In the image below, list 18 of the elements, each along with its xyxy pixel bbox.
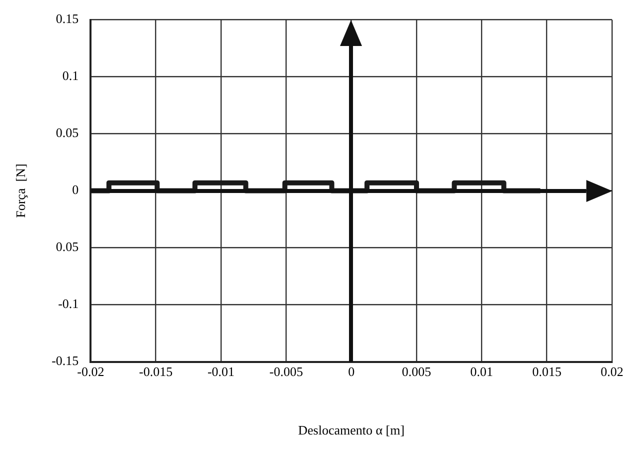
y-tick-label: -0.15 bbox=[52, 353, 79, 368]
y-tick-label: 0.15 bbox=[56, 11, 79, 26]
x-tick-label: 0.015 bbox=[532, 364, 562, 380]
x-tick-label: 0 bbox=[348, 364, 355, 380]
x-tick-label: 0.005 bbox=[402, 364, 432, 380]
x-tick-label: -0.01 bbox=[207, 364, 235, 380]
y-tick-label: 0.05 bbox=[56, 125, 79, 140]
x-tick-label: -0.005 bbox=[269, 364, 303, 380]
y-tick-label: 0.1 bbox=[62, 68, 79, 84]
y-tick-label: 0.05 bbox=[56, 239, 79, 254]
y-tick-label: -0.1 bbox=[58, 296, 79, 312]
y-axis-title: Força [N] bbox=[13, 164, 28, 218]
x-tick-label: 0.02 bbox=[600, 364, 624, 380]
x-axis-title: Deslocamento α [m] bbox=[298, 422, 405, 438]
x-tick-label: -0.02 bbox=[77, 364, 104, 380]
y-tick-label: 0 bbox=[72, 182, 79, 198]
x-tick-label: -0.015 bbox=[139, 364, 173, 380]
x-tick-label: 0.01 bbox=[470, 364, 494, 380]
